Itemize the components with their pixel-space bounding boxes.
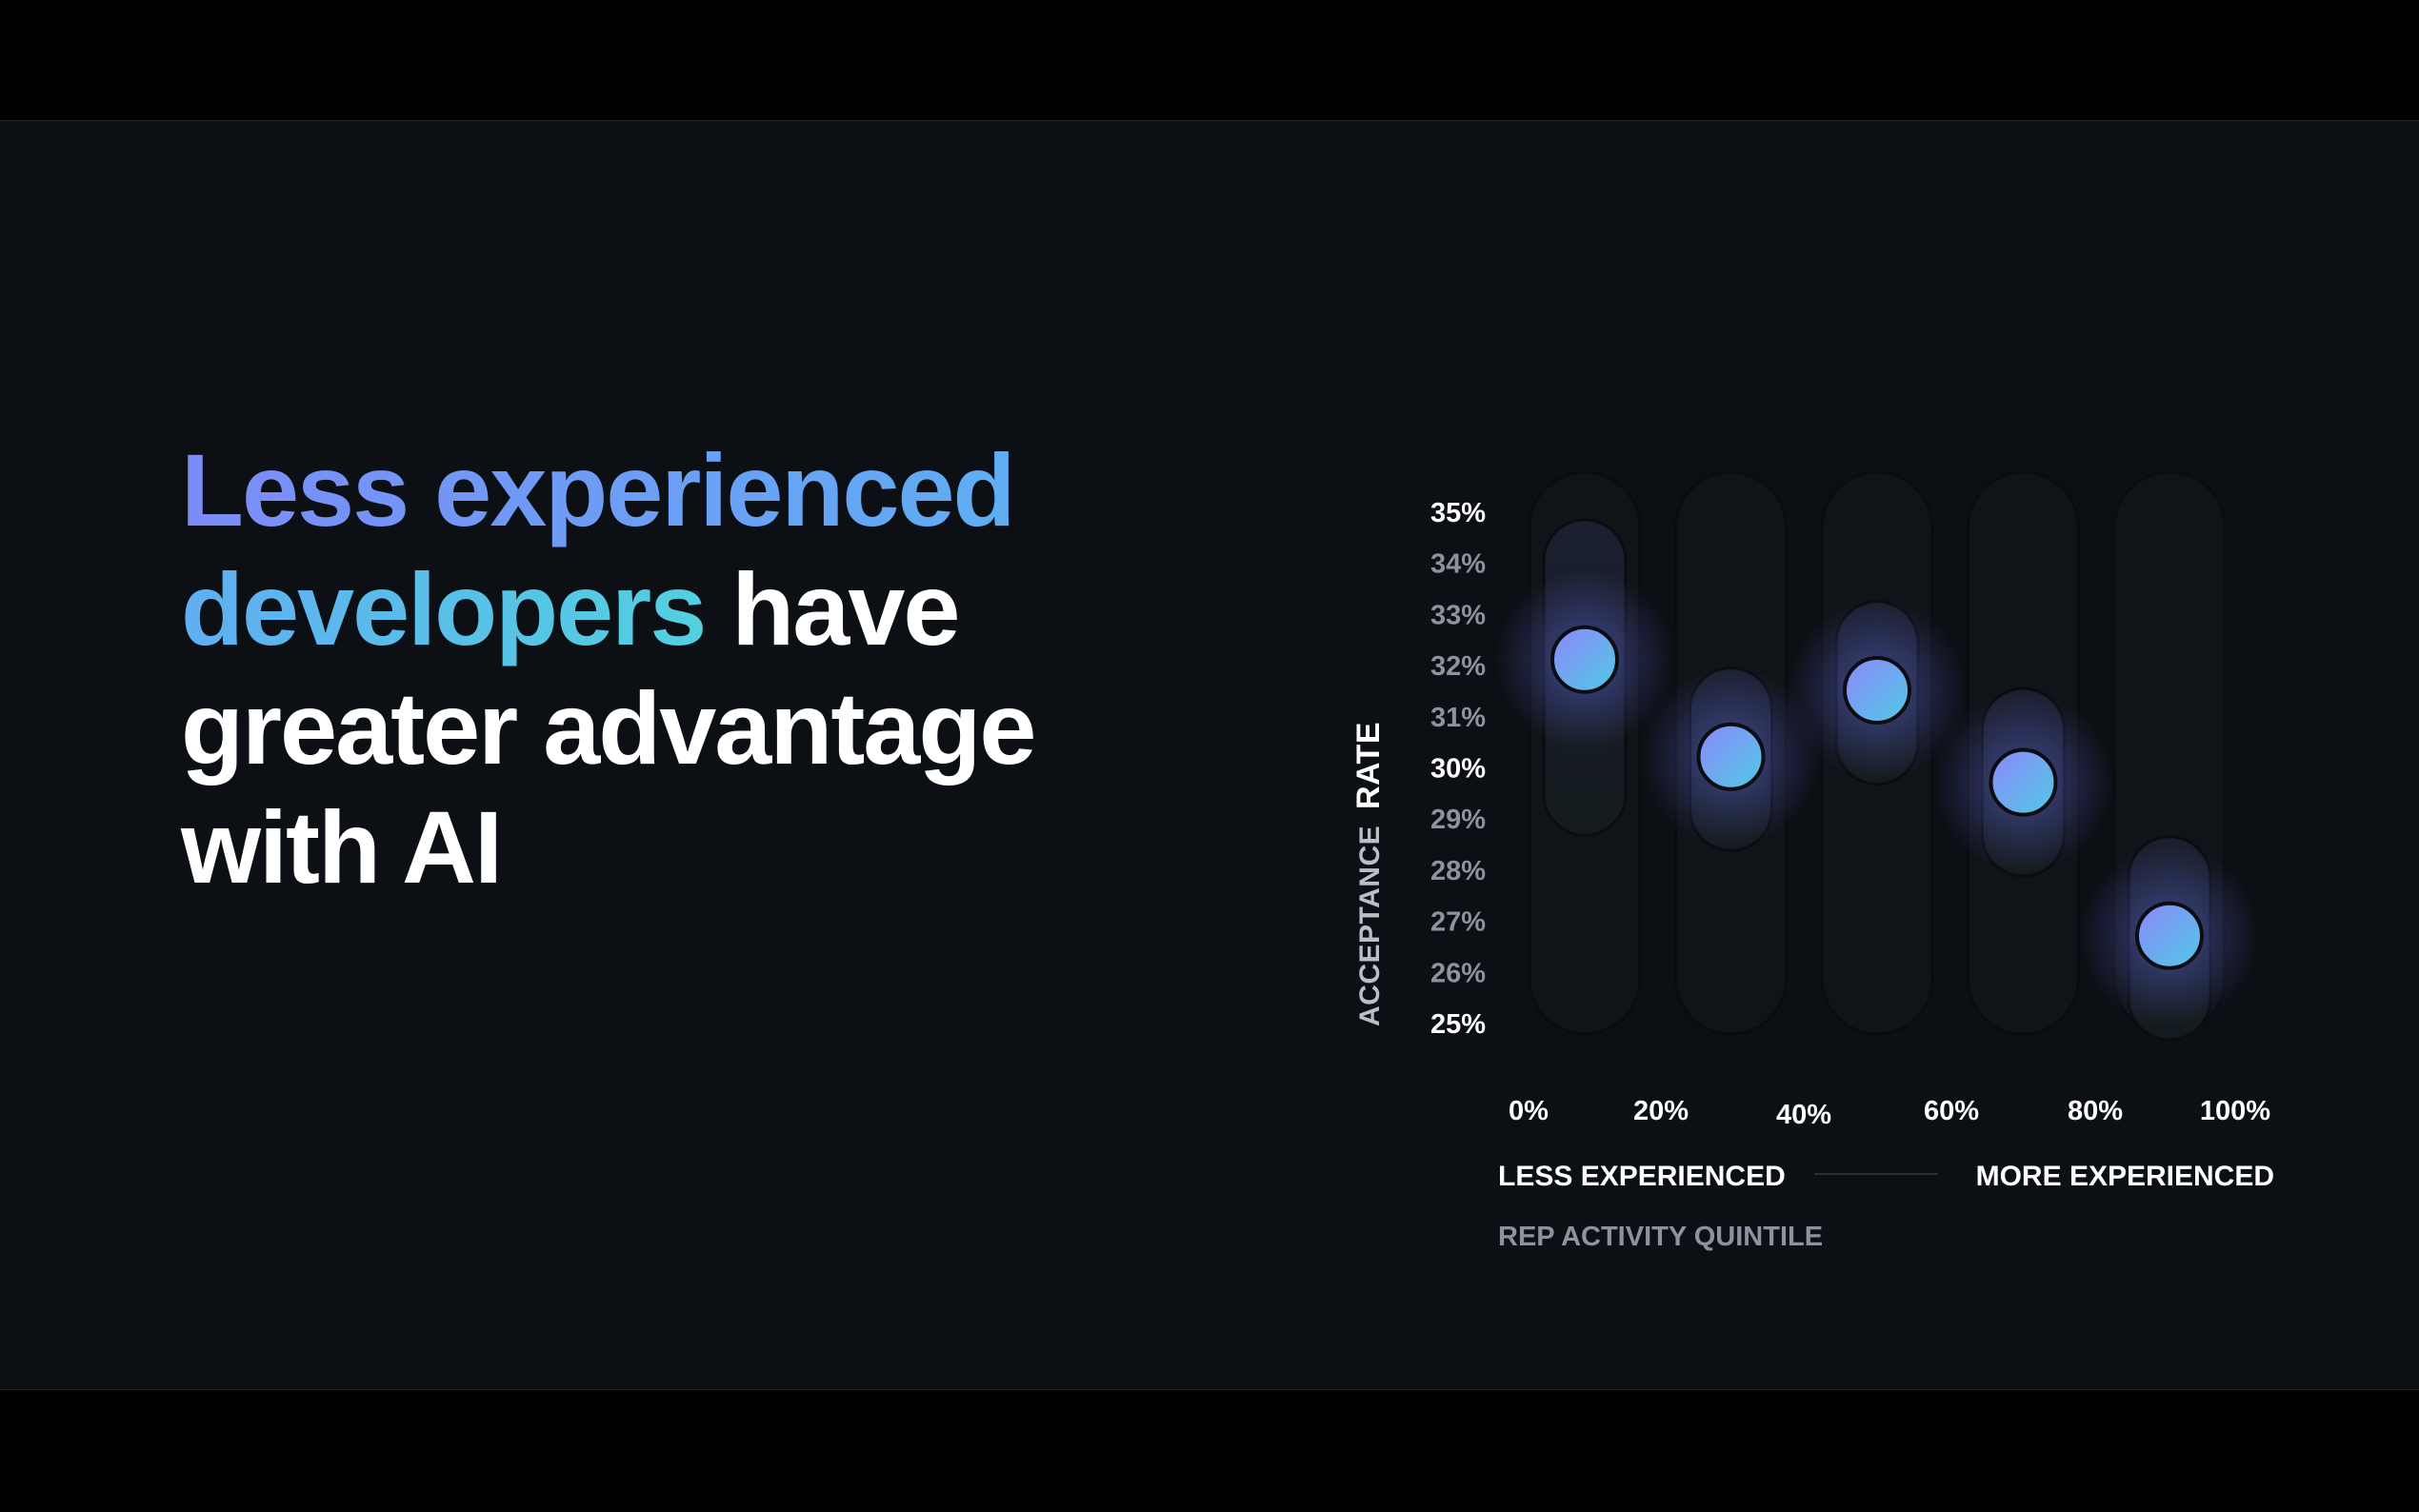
x-tick-label: 80% [2068,1096,2123,1126]
data-point-4 [1989,747,2058,817]
y-tick-label: 33% [1430,600,1486,630]
y-tick-label: 35% [1430,498,1486,528]
y-axis: 35% 34% 33% 32% 31% 30% 29% 28% 27% 26% 25% [1430,498,1486,1040]
data-point-3 [1843,655,1911,725]
y-tick-label: 30% [1430,754,1486,785]
y-axis-label-part-1: ACCEPTANCE [1354,826,1386,1026]
y-tick-label: 29% [1430,805,1486,835]
y-tick-label: 25% [1430,1009,1486,1040]
y-tick-label: 27% [1430,907,1486,938]
y-tick-label: 26% [1430,958,1486,988]
x-caption-less-experienced: LESS EXPERIENCED [1498,1161,1786,1192]
x-tick-label: 20% [1633,1096,1689,1126]
x-tick-label: 60% [1924,1096,1979,1126]
y-axis-label-part-2: RATE [1350,722,1387,809]
x-tick-label: 40% [1776,1100,1831,1130]
y-tick-label: 28% [1430,856,1486,886]
y-tick-label: 32% [1430,651,1486,682]
x-axis: 0% 20% 40% 60% 80% 100% [1509,1096,2270,1130]
dot-layer [1494,568,2260,1026]
headline-rest: have greater advantage with AI [181,551,1036,905]
data-point-5 [2135,901,2204,970]
y-tick-label: 34% [1430,549,1486,580]
x-tick-label: 0% [1509,1096,1549,1126]
y-axis-label: ACCEPTANCE RATE [1350,722,1387,1026]
data-point-2 [1696,722,1766,791]
y-tick-label: 31% [1430,703,1486,733]
x-caption-more-experienced: MORE EXPERIENCED [1976,1161,2274,1192]
x-tick-label: 100% [2200,1096,2270,1126]
x-axis-label: REP ACTIVITY QUINTILE [1498,1222,1823,1252]
data-point-1 [1550,625,1619,694]
headline: Less experienced developers have greater… [181,430,1133,906]
headline-highlight: Less experienced developers [181,432,1016,666]
